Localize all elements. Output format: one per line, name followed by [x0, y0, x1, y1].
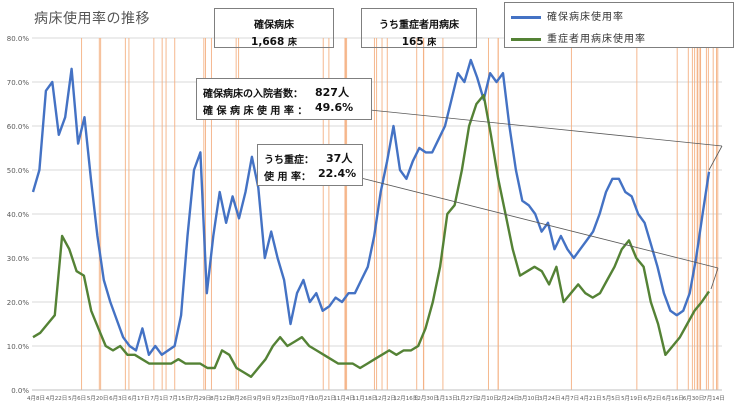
x-tick-label: 10月7日 [292, 395, 314, 402]
severe-beds-value: 165 [401, 36, 424, 48]
secure-beds-box: 確保病床 1,668 床 [214, 8, 334, 48]
y-tick-label: 10.0% [7, 343, 30, 351]
x-tick-label: 2月10日 [477, 395, 499, 402]
x-tick-label: 6月16日 [662, 395, 684, 402]
series-line-secure [31, 58, 711, 356]
x-tick-label: 12月16日 [393, 395, 418, 402]
x-tick-label: 8月12日 [210, 395, 232, 402]
x-tick-label: 1月13日 [436, 395, 458, 402]
legend-label-severe: 重症者用病床使用率 [547, 34, 646, 45]
y-tick-label: 0.0% [11, 387, 29, 395]
legend-swatch-secure [511, 15, 541, 19]
callout-severe-leader [710, 267, 719, 290]
x-tick-label: 4月22日 [46, 395, 68, 402]
legend-item-secure: 確保病床使用率 [511, 8, 624, 23]
x-tick-label: 4月8日 [27, 395, 45, 402]
callout-secure-row1-label: 確保病床の入院者数： [203, 89, 303, 100]
x-tick-label: 9月23日 [272, 395, 294, 402]
y-tick-label: 30.0% [7, 255, 30, 263]
legend: 確保病床使用率 重症者用病床使用率 [504, 2, 734, 48]
callout-severe: うち重症： 37人 使 用 率： 22.4% [257, 144, 363, 186]
x-tick-label: 3月24日 [539, 395, 561, 402]
x-tick-label: 7月14日 [703, 395, 725, 402]
y-tick-label: 70.0% [7, 79, 30, 87]
secure-beds-value: 1,668 [251, 36, 285, 48]
x-tick-label: 7月1日 [150, 395, 168, 402]
x-tick-label: 11月18日 [352, 395, 377, 402]
x-tick-label: 4月21日 [580, 395, 602, 402]
x-tick-label: 11月4日 [333, 395, 355, 402]
x-tick-label: 10月21日 [311, 395, 336, 402]
x-tick-label: 5月19日 [621, 395, 643, 402]
legend-item-severe: 重症者用病床使用率 [511, 30, 646, 45]
callout-severe-row1-value: 37人 [326, 152, 353, 165]
x-tick-label: 6月2日 [643, 395, 661, 402]
y-tick-label: 50.0% [7, 167, 30, 175]
series-line-severe [32, 93, 710, 378]
x-tick-label: 3月10日 [518, 395, 540, 402]
chart-title: 病床使用率の推移 [34, 11, 150, 27]
callout-secure-row1-value: 827人 [315, 86, 349, 99]
x-tick-label: 5月6日 [68, 395, 86, 402]
severe-beds-unit: 床 [427, 38, 437, 48]
callout-severe-leader [360, 177, 719, 269]
x-tick-label: 6月3日 [109, 395, 127, 402]
severe-beds-label: うち重症者用病床 [379, 20, 459, 31]
x-tick-label: 4月7日 [561, 395, 579, 402]
x-tick-label: 2月24日 [498, 395, 520, 402]
y-tick-label: 60.0% [7, 123, 30, 131]
legend-swatch-severe [511, 37, 541, 41]
x-tick-label: 6月17日 [128, 395, 150, 402]
legend-label-secure: 確保病床使用率 [547, 12, 624, 23]
severe-beds-box: うち重症者用病床 165 床 [361, 8, 477, 48]
y-tick-label: 20.0% [7, 299, 30, 307]
x-tick-label: 5月5日 [602, 395, 620, 402]
x-tick-label: 1月27日 [457, 395, 479, 402]
callout-severe-row2-label: 使 用 率： [264, 172, 311, 183]
callout-secure-leader [369, 109, 723, 147]
secure-beds-unit: 床 [287, 38, 297, 48]
callout-severe-row1-label: うち重症： [264, 155, 314, 166]
x-tick-label: 6月30日 [683, 395, 705, 402]
x-tick-label: 12月2日 [375, 395, 397, 402]
x-tick-label: 5月20日 [87, 395, 109, 402]
callout-secure: 確保病床の入院者数： 827人 確 保 病 床 使 用 率 ： 49.6% [196, 78, 372, 120]
callout-secure-row2-label: 確 保 病 床 使 用 率 ： [203, 106, 308, 117]
x-tick-label: 9月9日 [253, 395, 271, 402]
callout-secure-leader [708, 145, 723, 171]
callout-severe-row2-value: 22.4% [318, 167, 357, 180]
x-tick-label: 7月15日 [169, 395, 191, 402]
y-tick-label: 80.0% [7, 35, 30, 43]
secure-beds-label: 確保病床 [254, 20, 294, 31]
x-tick-label: 12月30日 [414, 395, 439, 402]
x-tick-label: 8月26日 [231, 395, 253, 402]
y-tick-label: 40.0% [7, 211, 30, 219]
x-tick-label: 7月29日 [190, 395, 212, 402]
callout-secure-row2-value: 49.6% [315, 101, 354, 114]
